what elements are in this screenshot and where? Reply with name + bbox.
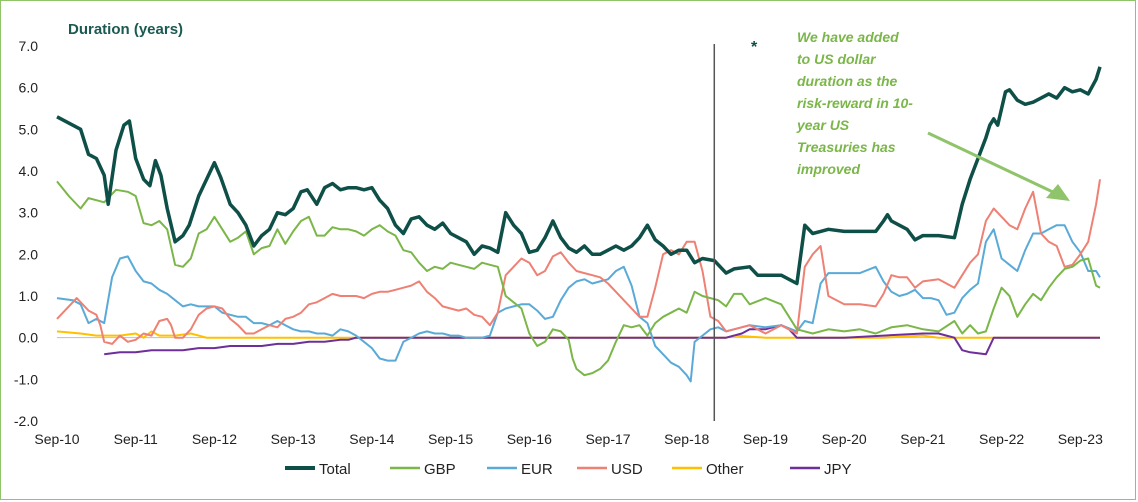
x-tick-label: Sep-15 [428,431,473,447]
annotation-arrow-head [1046,184,1070,201]
y-tick-label: -1.0 [14,371,38,387]
series-lines [56,66,1102,383]
legend-label-other: Other [706,461,744,478]
legend: Total GBP EUR USD Other JPY [285,461,852,478]
x-tick-label: Sep-18 [664,431,709,447]
marker-symbol: * [751,39,758,56]
annotation-text: We have added to US dollar duration as the… [796,29,913,177]
annotation-line: to US dollar [797,51,877,67]
series-line-eur [56,224,1101,383]
x-tick-label: Sep-22 [979,431,1024,447]
annotation-line: year US [796,117,850,133]
legend-label-gbp: GBP [424,461,456,478]
legend-label-usd: USD [611,461,643,478]
x-tick-label: Sep-10 [34,431,79,447]
annotation-line: risk-reward in 10- [797,95,913,111]
x-tick-label: Sep-17 [585,431,630,447]
annotation-line: improved [797,161,860,177]
y-axis-title: Duration (years) [68,21,183,38]
legend-label-total: Total [319,461,351,478]
x-tick-label: Sep-20 [822,431,867,447]
series-line-usd [56,179,1101,345]
x-tick-labels: Sep-10 Sep-11 Sep-12 Sep-13 Sep-14 Sep-15 Sep-… [34,431,1103,447]
annotation-arrow-shaft [927,131,1056,195]
x-tick-label: Sep-14 [349,431,394,447]
y-tick-label: 4.0 [19,163,39,179]
annotation-line: Treasuries has [797,139,896,155]
x-tick-label: Sep-16 [507,431,552,447]
y-tick-labels: 7.0 6.0 5.0 4.0 3.0 2.0 1.0 0.0 -1.0 -2.0 [14,38,38,429]
x-tick-label: Sep-12 [192,431,237,447]
y-tick-label: 5.0 [19,121,39,137]
y-tick-label: 2.0 [19,246,39,262]
series-line-jpy [104,324,1100,356]
series-line-gbp [56,180,1101,377]
x-tick-label: Sep-19 [743,431,788,447]
annotation-line: We have added [797,29,899,45]
y-tick-label: 7.0 [19,38,39,54]
y-tick-label: 3.0 [19,205,39,221]
y-tick-label: -2.0 [14,413,38,429]
legend-label-eur: EUR [521,461,553,478]
y-tick-label: 0.0 [19,330,39,346]
y-tick-label: 6.0 [19,80,39,96]
x-tick-label: Sep-21 [900,431,945,447]
legend-label-jpy: JPY [824,461,852,478]
series-line-total [56,66,1102,286]
annotation-line: duration as the [797,73,898,89]
x-tick-label: Sep-13 [271,431,316,447]
y-tick-label: 1.0 [19,288,39,304]
x-tick-label: Sep-23 [1058,431,1103,447]
x-tick-label: Sep-11 [114,431,158,447]
